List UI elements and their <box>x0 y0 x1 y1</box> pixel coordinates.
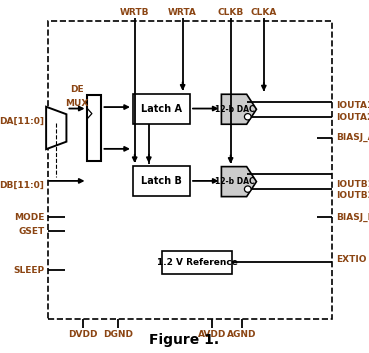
Bar <box>48 21 332 319</box>
Text: IOUTA1: IOUTA1 <box>336 101 369 110</box>
Text: DVDD: DVDD <box>68 330 98 339</box>
Polygon shape <box>46 107 66 149</box>
Text: CLKB: CLKB <box>217 8 244 17</box>
Text: MODE: MODE <box>14 213 44 222</box>
Bar <box>133 94 190 124</box>
Text: IOUTA2: IOUTA2 <box>336 113 369 122</box>
Text: AGND: AGND <box>227 330 256 339</box>
Text: CLKA: CLKA <box>251 8 277 17</box>
Circle shape <box>244 186 251 192</box>
Bar <box>87 95 101 161</box>
Circle shape <box>244 114 251 120</box>
Text: WRTA: WRTA <box>168 8 197 17</box>
Text: SLEEP: SLEEP <box>13 265 44 275</box>
Text: DGND: DGND <box>103 330 133 339</box>
Polygon shape <box>221 167 256 197</box>
Polygon shape <box>221 94 256 124</box>
Text: Latch B: Latch B <box>141 176 182 186</box>
Text: IOUTB2: IOUTB2 <box>336 191 369 201</box>
Bar <box>162 251 232 274</box>
Text: BIASJ_B: BIASJ_B <box>336 213 369 222</box>
Text: IOUTB1: IOUTB1 <box>336 180 369 189</box>
Text: Figure 1.: Figure 1. <box>149 333 220 347</box>
Text: WRTB: WRTB <box>120 8 149 17</box>
Text: AVDD: AVDD <box>198 330 226 339</box>
Text: DA[11:0]: DA[11:0] <box>0 117 44 126</box>
Text: DE: DE <box>70 85 84 94</box>
Text: 1.2 V Reference: 1.2 V Reference <box>157 258 238 267</box>
Text: MUX: MUX <box>65 99 89 108</box>
Text: 12-b DAC: 12-b DAC <box>214 105 254 114</box>
Text: Latch A: Latch A <box>141 103 182 114</box>
Text: EXTIO: EXTIO <box>336 255 366 264</box>
Bar <box>133 166 190 196</box>
Text: DB[11:0]: DB[11:0] <box>0 181 44 190</box>
Text: GSET: GSET <box>18 227 44 236</box>
Text: 12-b DAC: 12-b DAC <box>214 177 254 186</box>
Text: BIASJ_A: BIASJ_A <box>336 133 369 142</box>
